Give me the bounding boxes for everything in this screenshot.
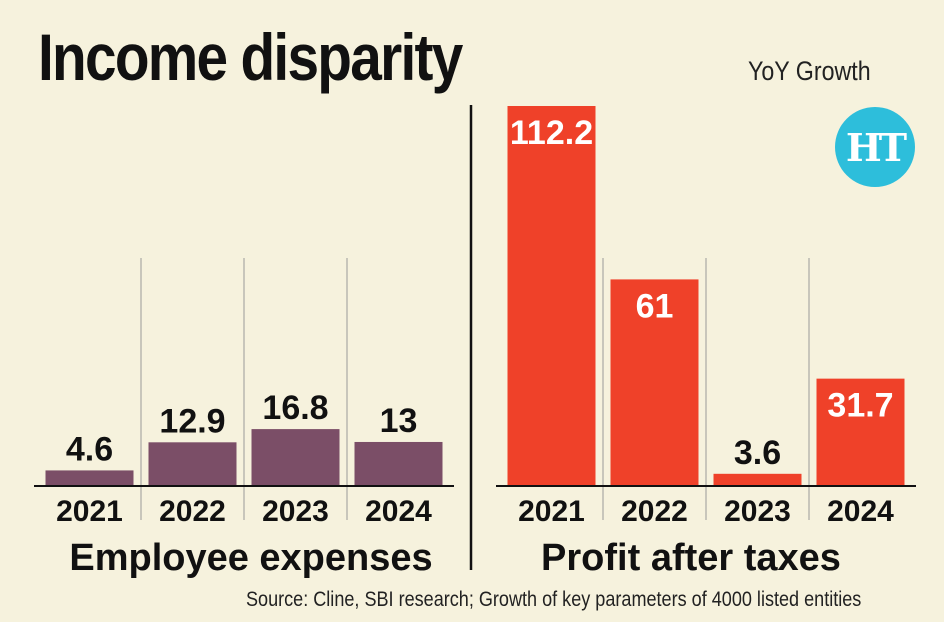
chart-title: Income disparity [38,20,463,94]
profit-value-label: 61 [636,287,674,325]
profit-tick-label: 2022 [621,495,688,528]
profit-tick-label: 2023 [724,495,791,528]
profit-value-label: 112.2 [510,114,593,152]
employee-value-label: 12.9 [159,402,225,440]
employee-value-label: 13 [380,402,418,440]
profit-value-label: 3.6 [734,434,781,472]
profit-bar-2022 [610,279,699,486]
employee-tick-label: 2022 [159,495,226,528]
employee-tick-label: 2023 [262,495,329,528]
chart-subtitle: YoY Growth [748,56,871,86]
employee-bar-2022 [148,442,237,486]
employee-bar-2023 [251,429,340,486]
employee-bar-2024 [354,441,443,486]
source-note: Source: Cline, SBI research; Growth of k… [246,588,862,611]
profit-tick-label: 2021 [518,495,585,528]
ht-logo: HT [835,107,915,187]
profit-value-label: 31.7 [827,387,893,425]
employee-value-label: 16.8 [262,389,328,427]
profit-tick-label: 2024 [827,495,894,528]
employee-bar-2021 [45,470,134,486]
profit-panel-title: Profit after taxes [541,537,841,579]
employee-tick-label: 2024 [365,495,432,528]
employee-tick-label: 2021 [56,495,123,528]
employee-panel-title: Employee expenses [69,537,432,579]
profit-bar-2023 [713,473,802,486]
profit-bar-2024 [816,378,905,486]
profit-bar-2021 [507,106,596,486]
employee-value-label: 4.6 [66,430,113,468]
